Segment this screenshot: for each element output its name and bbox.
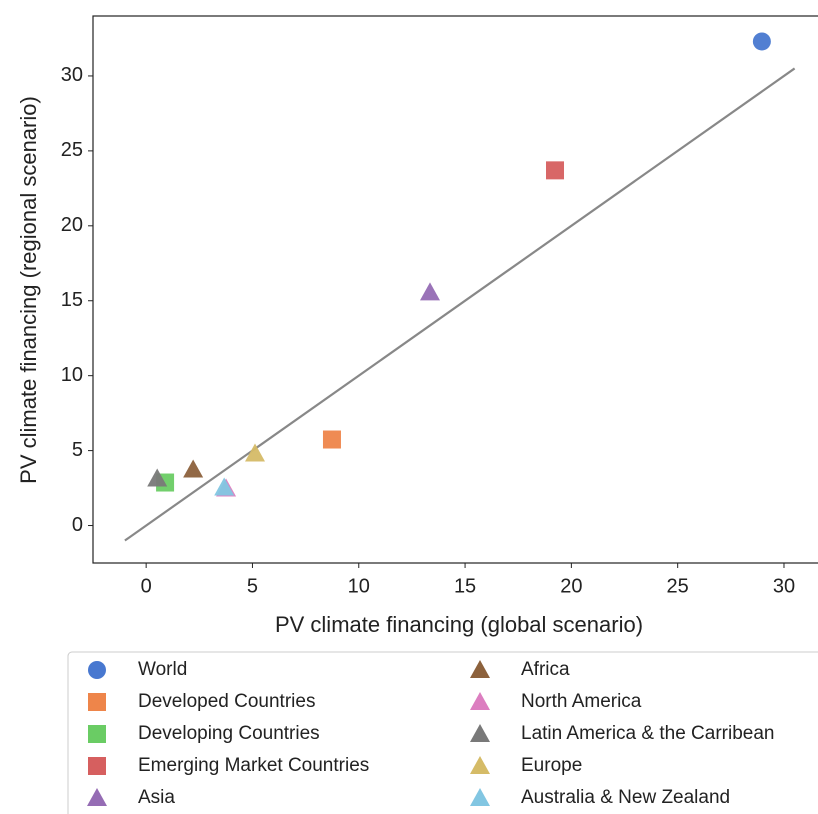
legend-label: North America [521, 691, 642, 712]
x-tick-label: 15 [454, 575, 476, 597]
legend-label: Emerging Market Countries [138, 755, 369, 776]
legend-label: Africa [521, 659, 570, 680]
legend-marker [470, 724, 490, 742]
legend-label: Developed Countries [138, 691, 315, 712]
x-axis-label: PV climate financing (global scenario) [275, 612, 643, 637]
point [752, 32, 771, 51]
legend-marker [470, 788, 490, 806]
legend-marker [470, 756, 490, 774]
reference-line [124, 67, 796, 542]
legend-label: World [138, 659, 187, 680]
legend-label: Australia & New Zealand [521, 787, 730, 808]
point [546, 161, 565, 180]
legend-marker [87, 788, 107, 806]
legend-label: Europe [521, 755, 582, 776]
legend-label: Developing Countries [138, 723, 320, 744]
y-axis-label: PV climate financing (regional scenario) [16, 96, 41, 484]
legend-label: Asia [138, 787, 175, 808]
legend-marker [470, 660, 490, 678]
legend-label: Latin America & the Carribean [521, 723, 774, 744]
legend-box [67, 651, 818, 814]
legend-marker [470, 692, 490, 710]
x-tick-label: 30 [773, 575, 795, 597]
legend-marker [88, 661, 106, 679]
legend-marker [88, 693, 106, 711]
x-tick-label: 0 [141, 575, 152, 597]
legend-marker [88, 725, 106, 743]
y-tick-label: 0 [72, 514, 83, 536]
y-tick-label: 5 [72, 439, 83, 461]
x-tick-label: 5 [247, 575, 258, 597]
point [214, 477, 235, 496]
y-tick-label: 15 [61, 289, 83, 311]
x-tick-label: 20 [560, 575, 582, 597]
plot-frame [92, 15, 818, 564]
y-tick-label: 30 [61, 64, 83, 86]
y-tick-label: 25 [61, 139, 83, 161]
x-tick-label: 25 [667, 575, 689, 597]
point [183, 459, 204, 478]
point [322, 430, 341, 449]
point [245, 443, 266, 462]
y-tick-label: 10 [61, 364, 83, 386]
point [147, 468, 168, 487]
y-tick-label: 20 [61, 214, 83, 236]
x-tick-label: 10 [348, 575, 370, 597]
point [419, 282, 440, 301]
legend-marker [88, 757, 106, 775]
legend: World Developed Countries Developing Count… [87, 659, 774, 808]
